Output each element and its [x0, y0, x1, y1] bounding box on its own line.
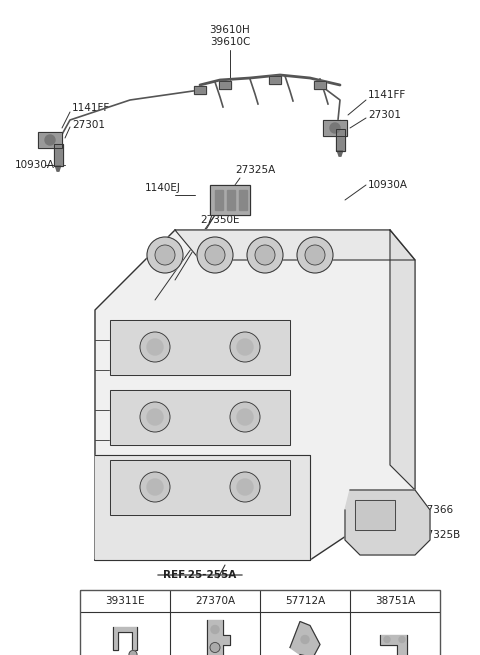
Circle shape: [230, 332, 260, 362]
Text: 1141FF: 1141FF: [368, 90, 406, 100]
Text: 27350E: 27350E: [200, 215, 240, 225]
Circle shape: [384, 637, 390, 643]
Bar: [336, 129, 345, 151]
Polygon shape: [207, 620, 230, 655]
Polygon shape: [345, 490, 430, 555]
Circle shape: [297, 237, 333, 273]
Circle shape: [155, 245, 175, 265]
Circle shape: [230, 472, 260, 502]
Circle shape: [255, 245, 275, 265]
Polygon shape: [175, 230, 415, 260]
Bar: [53, 144, 62, 166]
Polygon shape: [390, 230, 415, 490]
Circle shape: [330, 123, 340, 133]
Polygon shape: [380, 635, 407, 655]
Text: 39610C: 39610C: [210, 37, 250, 47]
Circle shape: [305, 245, 325, 265]
Bar: [323, 120, 347, 136]
Bar: [355, 500, 395, 530]
Bar: [314, 81, 326, 89]
Text: 27366: 27366: [420, 505, 453, 515]
Circle shape: [140, 472, 170, 502]
Text: 10930A: 10930A: [368, 180, 408, 190]
Bar: [336, 129, 345, 151]
Bar: [314, 81, 326, 89]
Text: 27301: 27301: [368, 110, 401, 120]
Circle shape: [301, 635, 309, 643]
Circle shape: [147, 339, 163, 355]
Circle shape: [237, 479, 253, 495]
Circle shape: [205, 245, 225, 265]
Circle shape: [237, 409, 253, 425]
Circle shape: [129, 650, 137, 655]
Circle shape: [140, 332, 170, 362]
Bar: [53, 144, 62, 166]
Bar: [269, 76, 281, 84]
Polygon shape: [337, 151, 343, 156]
Polygon shape: [95, 455, 310, 560]
Text: 27301: 27301: [72, 120, 105, 130]
Polygon shape: [290, 622, 320, 655]
Circle shape: [247, 237, 283, 273]
Bar: [227, 190, 235, 210]
Text: 57712A: 57712A: [285, 596, 325, 606]
Circle shape: [237, 339, 253, 355]
Text: 1140EJ: 1140EJ: [145, 183, 181, 193]
Text: 10930A: 10930A: [15, 160, 55, 170]
Bar: [110, 390, 290, 445]
Text: 39610H: 39610H: [210, 25, 251, 35]
Polygon shape: [113, 626, 137, 650]
Circle shape: [45, 135, 55, 145]
Text: 27325B: 27325B: [420, 530, 460, 540]
Bar: [269, 76, 281, 84]
Bar: [323, 120, 347, 136]
Circle shape: [399, 637, 405, 643]
Text: 39311E: 39311E: [105, 596, 145, 606]
Bar: [215, 190, 223, 210]
Polygon shape: [95, 230, 415, 560]
Circle shape: [147, 237, 183, 273]
Bar: [110, 320, 290, 375]
Bar: [38, 132, 62, 148]
Text: 38751A: 38751A: [375, 596, 415, 606]
Circle shape: [211, 626, 219, 633]
Polygon shape: [55, 166, 60, 171]
Circle shape: [197, 237, 233, 273]
Circle shape: [210, 643, 220, 652]
Bar: [210, 185, 250, 215]
Bar: [110, 460, 290, 515]
Bar: [110, 390, 290, 445]
Bar: [219, 81, 231, 89]
Circle shape: [230, 402, 260, 432]
Bar: [38, 132, 62, 148]
Bar: [110, 460, 290, 515]
Bar: [210, 185, 250, 215]
Circle shape: [147, 409, 163, 425]
Bar: [80, 590, 440, 655]
Bar: [194, 86, 206, 94]
Text: 27370A: 27370A: [195, 596, 235, 606]
Text: REF.25-255A: REF.25-255A: [163, 570, 237, 580]
Text: 27325A: 27325A: [235, 165, 275, 175]
Circle shape: [140, 402, 170, 432]
Bar: [219, 81, 231, 89]
Bar: [194, 86, 206, 94]
Bar: [355, 500, 395, 530]
Bar: [239, 190, 247, 210]
Bar: [110, 320, 290, 375]
Circle shape: [147, 479, 163, 495]
Text: 1141FF: 1141FF: [72, 103, 110, 113]
